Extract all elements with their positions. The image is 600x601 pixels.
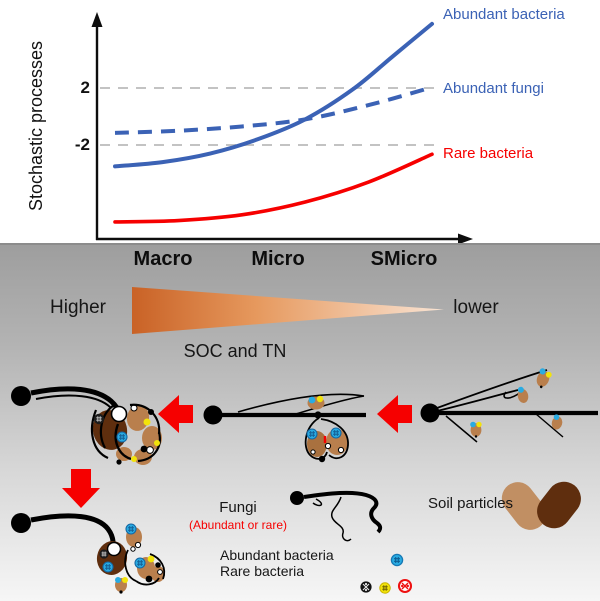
curve-rare-bacteria: [113, 152, 434, 224]
x-category-macro: Macro: [133, 248, 193, 270]
x-axis: [96, 233, 473, 243]
stochastic-processes-chart: Stochastic processes 2 -2 Abundant bacte…: [0, 0, 600, 243]
curve-abundant-fungi: [114, 85, 433, 135]
soil-particle-dark-blob: [537, 481, 581, 529]
x-axis-arrowhead-icon: [458, 233, 473, 243]
broken-aggregate-illustration: [11, 513, 166, 594]
legend-fungi-sublabel: (Abundant or rare): [188, 518, 288, 532]
legend-fungi-label: Fungi: [219, 499, 257, 516]
legend-abundant-bacteria-label: Abundant bacteria: [220, 547, 334, 563]
soil-aggregation-panel: Macro Micro SMicro Higher lower SOC and …: [0, 243, 600, 601]
microaggregate-illustration: [203, 393, 366, 463]
label-abundant-bacteria: Abundant bacteria: [443, 6, 565, 23]
curve-abundant-bacteria: [113, 21, 434, 169]
macroaggregate-illustration: [11, 386, 162, 465]
left-arrow-left-icon: [158, 395, 193, 433]
rare-bacteria-black-icon: [360, 581, 372, 593]
legend-soil-particles-label: Soil particles: [428, 495, 514, 512]
y-axis: [91, 12, 103, 240]
dispersed-soil-illustration: [420, 368, 598, 443]
soil-particle-light-blob: [501, 482, 547, 530]
gradient-left-label: Higher: [50, 297, 106, 318]
x-category-micro: Micro: [251, 248, 305, 270]
chart-canvas: [91, 12, 473, 243]
gradient-right-label: lower: [453, 297, 499, 318]
rare-bacteria-red-icon: [397, 578, 413, 594]
x-category-smicro: SMicro: [370, 248, 438, 270]
y-axis-label: Stochastic processes: [26, 40, 46, 212]
y-tick-plus2: 2: [80, 78, 90, 97]
fungi-legend-drawing: [290, 490, 383, 542]
left-arrow-right-icon: [377, 395, 412, 433]
abundant-bacteria-icon: [390, 553, 404, 567]
legend-rare-bacteria-label: Rare bacteria: [220, 563, 305, 579]
illustrations-canvas: [11, 368, 598, 594]
down-arrow-icon: [62, 469, 100, 508]
label-rare-bacteria: Rare bacteria: [443, 145, 534, 162]
y-axis-arrowhead-icon: [91, 12, 103, 27]
y-tick-minus2: -2: [74, 135, 90, 154]
rare-bacteria-yellow-icon: [379, 582, 391, 594]
gradient-caption: SOC and TN: [183, 341, 287, 361]
label-abundant-fungi: Abundant fungi: [443, 80, 544, 97]
